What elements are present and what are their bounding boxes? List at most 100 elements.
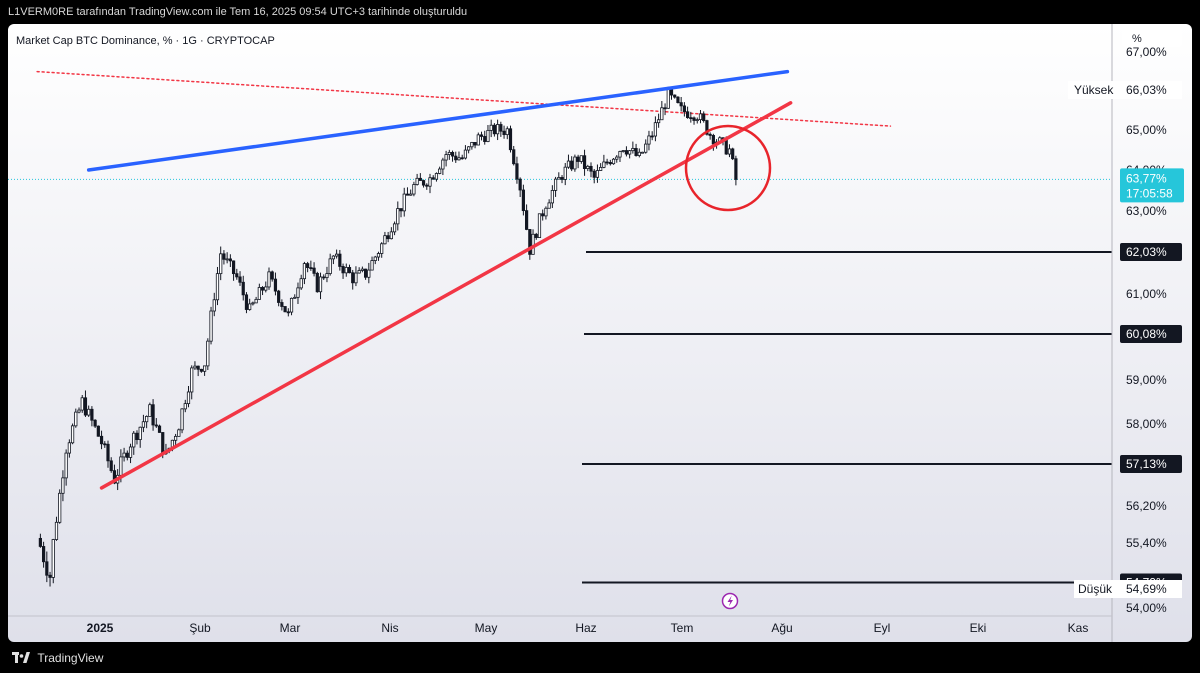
time-tick-label: Eyl — [874, 621, 891, 635]
level-price-label: 62,03% — [1120, 243, 1182, 261]
candle — [489, 119, 493, 138]
candle — [644, 139, 648, 154]
candle — [657, 113, 661, 128]
candle — [363, 268, 368, 280]
candle — [341, 263, 345, 279]
candle — [457, 151, 461, 161]
price-tick-label: 55,40% — [1126, 536, 1167, 550]
candle — [293, 294, 297, 299]
candle — [438, 166, 442, 175]
candle — [286, 308, 290, 317]
candle — [586, 164, 590, 172]
candle — [421, 179, 426, 188]
candle — [325, 266, 329, 283]
current-price-value: 63,77% — [1126, 171, 1167, 185]
candle — [180, 408, 184, 434]
candle — [582, 149, 587, 176]
candle — [402, 187, 406, 217]
candle — [61, 470, 65, 502]
svg-text:66,03%: 66,03% — [1126, 83, 1167, 97]
price-axis[interactable]: 54,00% 54,69% 55,40% 56,20% 57,13% 58,00% 59,0… — [1122, 29, 1182, 615]
footer-bar: TradingView — [0, 642, 1200, 672]
candle — [525, 204, 529, 231]
candle — [541, 209, 545, 221]
candle — [383, 231, 387, 245]
resistance-trendline-blue[interactable] — [86, 69, 790, 172]
candle — [731, 147, 735, 161]
unit-selector-button[interactable]: % — [1122, 29, 1182, 47]
candle — [235, 268, 239, 280]
candle — [257, 283, 261, 300]
time-axis[interactable]: 2025 Şub Mar Nis May Haz Tem Ağu Eyl Eki Kas — [87, 621, 1089, 635]
candle — [631, 141, 635, 154]
candle — [389, 227, 393, 240]
candle — [238, 271, 242, 286]
lightning-event-icon[interactable] — [721, 592, 739, 610]
candle — [248, 298, 252, 311]
chart-title: Market Cap BTC Dominance, % · 1G · CRYPT… — [16, 35, 275, 47]
candle — [695, 117, 699, 124]
dotted-trendline[interactable] — [36, 70, 892, 127]
candle — [225, 252, 229, 264]
candle — [90, 406, 94, 427]
candle — [415, 173, 419, 186]
candle — [634, 143, 638, 157]
candle — [508, 125, 513, 153]
candle — [418, 173, 422, 181]
candle — [499, 121, 503, 137]
candle — [692, 116, 696, 125]
candle — [231, 260, 236, 281]
support-trendline-red[interactable] — [99, 101, 793, 490]
candle — [386, 231, 390, 243]
candle — [599, 163, 603, 171]
candle — [531, 229, 535, 255]
candle — [331, 255, 336, 265]
candle — [157, 424, 162, 433]
candle — [106, 440, 110, 468]
attribution-bar: L1VERM0RE tarafından TradingView.com ile… — [0, 0, 1200, 24]
candle — [228, 254, 232, 267]
candle — [650, 131, 654, 141]
candle — [299, 274, 303, 290]
candle — [702, 111, 706, 123]
candle — [83, 390, 88, 417]
attribution-text: L1VERM0RE tarafından TradingView.com ile… — [8, 6, 468, 18]
dotted-resistance-line[interactable] — [36, 70, 892, 127]
time-tick-label: Mar — [280, 621, 301, 635]
candle — [70, 423, 75, 445]
candle — [251, 301, 255, 306]
price-tick-label: 67,00% — [1126, 45, 1167, 59]
candle — [608, 159, 612, 166]
candle — [122, 447, 126, 462]
highlight-circle[interactable] — [684, 124, 772, 212]
candle — [579, 155, 583, 164]
time-tick-label: Ağu — [771, 621, 792, 635]
candle — [412, 181, 416, 197]
candle — [370, 256, 374, 271]
candle — [306, 261, 310, 273]
time-tick-label: Nis — [381, 621, 398, 635]
svg-text:60,08%: 60,08% — [1126, 327, 1167, 341]
candle — [77, 407, 81, 414]
candle — [595, 164, 600, 183]
candle — [241, 275, 245, 301]
candle — [544, 206, 548, 220]
chart-panel[interactable]: Market Cap BTC Dominance, % · 1G · CRYPT… — [8, 24, 1192, 642]
time-tick-label: Tem — [671, 621, 694, 635]
candle — [502, 125, 506, 139]
horizontal-levels[interactable] — [582, 251, 1112, 584]
candle — [624, 146, 629, 157]
candle — [312, 262, 316, 277]
candle — [405, 187, 410, 196]
price-chart[interactable]: Market Cap BTC Dominance, % · 1G · CRYPT… — [8, 24, 1192, 642]
candle — [483, 130, 487, 145]
candle — [264, 281, 268, 293]
bar-countdown: 17:05:58 — [1126, 186, 1173, 200]
candle — [260, 286, 265, 296]
candle — [289, 297, 294, 316]
trendlines[interactable] — [86, 69, 793, 490]
candle — [103, 441, 107, 448]
candle — [212, 292, 216, 317]
candle — [557, 172, 561, 180]
candle — [302, 261, 307, 285]
